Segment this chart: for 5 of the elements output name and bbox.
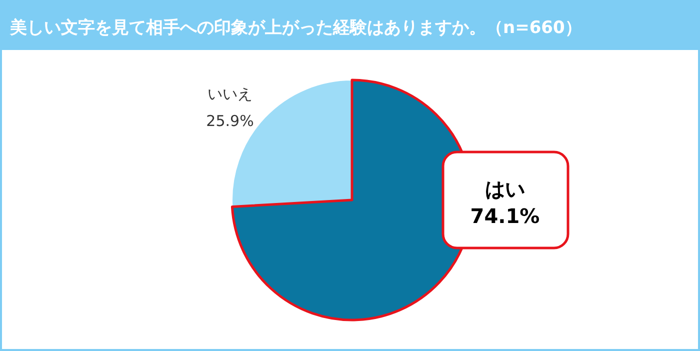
- chart-title: 美しい文字を見て相手への印象が上がった経験はありますか。（n=660）: [9, 18, 582, 38]
- slice-label: はい: [485, 177, 525, 201]
- slice-label: いいえ: [208, 85, 252, 103]
- data-label: 74.1%: [470, 204, 540, 228]
- data-label: 25.9%: [206, 112, 254, 130]
